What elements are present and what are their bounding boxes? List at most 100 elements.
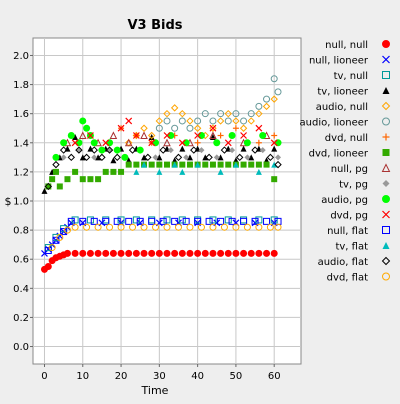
data-point-shape xyxy=(225,162,231,168)
legend-label: tv, lioneer xyxy=(317,87,369,98)
x-tick-label: 40 xyxy=(191,371,204,382)
data-point-shape xyxy=(110,250,116,256)
data-point xyxy=(149,162,155,168)
legend-label: audio, null xyxy=(316,102,368,113)
data-point-shape xyxy=(103,250,109,256)
data-point xyxy=(87,176,93,182)
data-point xyxy=(264,250,270,256)
data-point xyxy=(210,162,216,168)
data-point xyxy=(248,162,254,168)
data-point xyxy=(118,169,124,175)
data-point-shape xyxy=(156,162,162,168)
x-tick-label: 50 xyxy=(230,371,243,382)
legend-label: null, flat xyxy=(327,226,368,237)
y-axis-label: $ xyxy=(5,195,12,208)
data-point xyxy=(260,133,266,139)
data-point-shape xyxy=(241,162,247,168)
y-tick-label: 0.6 xyxy=(13,255,29,266)
data-point-shape xyxy=(91,140,97,146)
data-point-shape xyxy=(264,250,270,256)
data-point-shape xyxy=(164,250,170,256)
data-point-shape xyxy=(202,250,208,256)
data-point-shape xyxy=(45,183,51,189)
data-point xyxy=(133,162,139,168)
data-point xyxy=(248,250,254,256)
data-point xyxy=(53,154,59,160)
data-point xyxy=(57,183,63,189)
data-point xyxy=(72,250,78,256)
data-point-shape xyxy=(225,250,231,256)
data-point-shape xyxy=(118,250,124,256)
data-point-shape xyxy=(210,162,216,168)
data-point xyxy=(179,250,185,256)
data-point xyxy=(187,250,193,256)
data-point xyxy=(45,263,51,269)
y-tick-label: 0.0 xyxy=(13,342,29,353)
data-point-shape xyxy=(95,176,101,182)
data-point-shape xyxy=(244,140,250,146)
y-tick-label: 2.0 xyxy=(13,51,29,62)
legend-label: dvd, flat xyxy=(327,273,368,284)
data-point-shape xyxy=(149,162,155,168)
data-point-shape xyxy=(103,169,109,175)
data-point xyxy=(61,140,67,146)
data-point-shape xyxy=(126,162,132,168)
data-point-shape xyxy=(61,140,67,146)
data-point-shape xyxy=(218,250,224,256)
y-tick-label: 1.0 xyxy=(13,197,29,208)
data-point-shape xyxy=(72,250,78,256)
legend-label: null, lioneer xyxy=(309,56,369,67)
data-point-shape xyxy=(264,162,270,168)
data-point-shape xyxy=(126,250,132,256)
data-point xyxy=(156,162,162,168)
legend-label: dvd, null xyxy=(325,133,368,144)
data-point-shape xyxy=(241,250,247,256)
data-point-shape xyxy=(229,133,235,139)
legend-marker xyxy=(383,196,390,203)
data-point xyxy=(110,250,116,256)
x-tick-label: 10 xyxy=(76,371,89,382)
chart-title: V3 Bids xyxy=(127,18,182,33)
data-point-shape xyxy=(210,250,216,256)
data-point xyxy=(110,169,116,175)
data-point xyxy=(187,162,193,168)
data-point xyxy=(241,162,247,168)
data-point xyxy=(141,250,147,256)
data-point xyxy=(122,154,128,160)
data-point-shape xyxy=(195,250,201,256)
data-point-shape xyxy=(122,154,128,160)
y-tick-label: 1.2 xyxy=(13,167,29,178)
data-point-shape xyxy=(214,140,220,146)
data-point-shape xyxy=(49,176,55,182)
data-point-shape xyxy=(68,133,74,139)
y-tick-label: 0.4 xyxy=(13,284,29,295)
data-point-shape xyxy=(87,250,93,256)
data-point xyxy=(95,250,101,256)
data-point-shape xyxy=(218,162,224,168)
data-point-shape xyxy=(141,250,147,256)
data-point xyxy=(64,250,70,256)
legend-marker xyxy=(383,41,390,48)
data-point-shape xyxy=(202,162,208,168)
data-point xyxy=(68,133,74,139)
data-point xyxy=(244,140,250,146)
data-point xyxy=(103,169,109,175)
x-tick-label: 0 xyxy=(41,371,47,382)
data-point xyxy=(218,162,224,168)
legend-label: tv, pg xyxy=(339,180,368,191)
x-tick-label: 30 xyxy=(153,371,166,382)
data-point xyxy=(126,250,132,256)
data-point-shape xyxy=(233,250,239,256)
data-point xyxy=(202,162,208,168)
data-point-shape xyxy=(80,118,86,124)
legend-marker xyxy=(383,149,390,156)
data-point xyxy=(164,250,170,256)
y-tick-label: 1.6 xyxy=(13,109,29,120)
data-point-shape xyxy=(260,133,266,139)
data-point xyxy=(172,250,178,256)
data-point xyxy=(225,250,231,256)
data-point xyxy=(80,250,86,256)
y-tick-label: 1.8 xyxy=(13,80,29,91)
data-point xyxy=(91,140,97,146)
data-point xyxy=(271,250,277,256)
